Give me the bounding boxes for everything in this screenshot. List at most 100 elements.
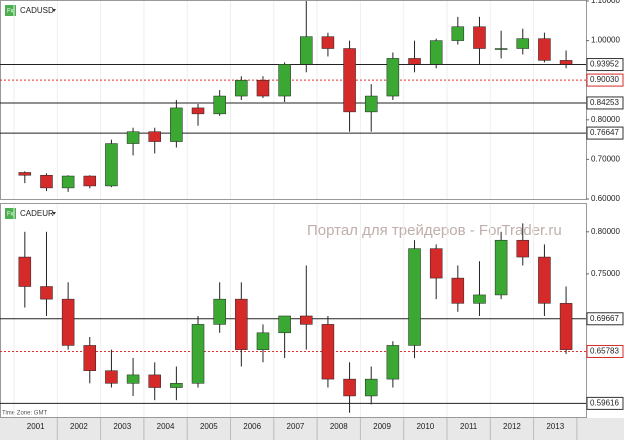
y-tick-label: 0.70000 [591, 155, 620, 164]
level-label: 0.93952 [590, 60, 619, 69]
fx-icon [5, 208, 16, 219]
candle-body [429, 40, 443, 65]
candle-body [170, 107, 183, 142]
x-tick-label: 2008 [330, 422, 348, 431]
level-label: 0.59616 [590, 399, 619, 408]
x-tick-label: 2007 [287, 422, 305, 431]
candle-body [343, 378, 356, 397]
x-tick-label: 2004 [157, 422, 175, 431]
fx-icon-text: Fx [7, 9, 14, 15]
candle-body [516, 38, 530, 49]
fx-icon-text: Fx [7, 212, 14, 218]
price-box [586, 312, 624, 326]
price-box [586, 73, 624, 87]
candle-body [516, 239, 530, 258]
price-box [586, 58, 624, 72]
candle-body [386, 58, 400, 97]
time-axis [0, 418, 624, 440]
candle-body [148, 374, 161, 388]
candle-body [386, 345, 400, 380]
candle-body [473, 294, 486, 304]
symbol-title: CADEUR [20, 209, 54, 218]
candle-body [61, 175, 75, 189]
y-tick-label: 1.00000 [591, 36, 620, 45]
level-label: 0.84253 [590, 98, 619, 107]
candle-body [343, 48, 356, 113]
candle-body [40, 286, 53, 300]
candle-body [321, 36, 335, 49]
symbol-header[interactable]: Fx CADEUR [5, 208, 56, 219]
candle-body [364, 95, 378, 113]
x-tick-label: 2010 [416, 422, 434, 431]
candle-body [126, 131, 140, 144]
dropdown-arrow [52, 9, 56, 12]
level-label: 0.76647 [590, 128, 619, 137]
y-tick-label: 0.75000 [591, 269, 620, 278]
candle-body [538, 38, 551, 61]
candle-body [235, 298, 248, 350]
last-price-label: 0.90030 [590, 75, 619, 84]
price-box [586, 344, 624, 358]
price-box [586, 396, 624, 410]
dropdown-arrow [52, 212, 56, 215]
candle-body [408, 58, 421, 65]
price-box [586, 126, 624, 140]
candle-body [235, 79, 248, 97]
candle-body [278, 64, 291, 97]
candle-body [213, 298, 226, 325]
candle-body [18, 172, 32, 176]
candle-body [191, 324, 205, 384]
candle-body [473, 26, 486, 49]
candle-body [451, 277, 465, 304]
y-tick-label: 0.60000 [591, 194, 620, 203]
candle-body [256, 332, 270, 350]
candle-body [321, 324, 335, 380]
x-tick-label: 2011 [460, 422, 478, 431]
candle-body [148, 131, 161, 142]
y-tick-label: 0.80000 [591, 115, 620, 124]
candle-body [170, 383, 183, 388]
x-tick-label: 2001 [27, 422, 45, 431]
candle-body [364, 378, 378, 397]
x-tick-label: 2002 [70, 422, 88, 431]
candle-body [451, 26, 465, 41]
candle-body [538, 256, 551, 304]
candle-body [559, 303, 573, 350]
x-tick-label: 2006 [243, 422, 261, 431]
x-tick-label: 2012 [503, 422, 521, 431]
x-tick-label: 2013 [546, 422, 564, 431]
candle-body [494, 48, 508, 50]
x-tick-label: 2005 [200, 422, 218, 431]
candle-body [191, 107, 205, 115]
level-label: 0.69667 [590, 314, 619, 323]
y-tick-label: 0.80000 [591, 227, 620, 236]
symbol-title: CADUSD [20, 6, 54, 15]
x-tick-label: 2003 [113, 422, 131, 431]
fx-icon [5, 5, 16, 16]
panel-frame [0, 203, 587, 418]
candle-body [105, 370, 118, 384]
candle-body [300, 315, 313, 325]
candle-body [300, 36, 313, 65]
candle-body [83, 345, 97, 371]
candle-body [18, 256, 32, 287]
candle-body [256, 79, 270, 97]
symbol-header[interactable]: Fx CADUSD [5, 5, 56, 16]
last-price-label: 0.65783 [590, 347, 619, 356]
watermark: Портал для трейдеров - ForTrader.ru [307, 222, 562, 239]
candle-body [40, 174, 53, 189]
candle-body [429, 248, 443, 279]
candle-body [213, 95, 226, 115]
candle-body [126, 374, 140, 384]
x-tick-label: 2009 [373, 422, 391, 431]
candle-body [83, 175, 97, 187]
price-box [586, 96, 624, 110]
candle-body [61, 298, 75, 346]
candle-body [278, 315, 291, 334]
candle-body [559, 60, 573, 65]
candle-body [494, 239, 508, 296]
y-tick-label: 1.10000 [591, 0, 620, 5]
candle-body [105, 143, 118, 187]
candle-body [408, 248, 421, 346]
